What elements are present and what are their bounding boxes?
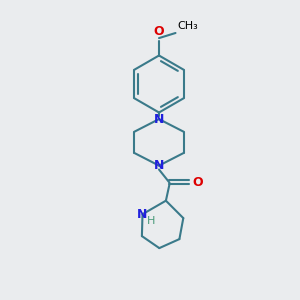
Text: CH₃: CH₃ bbox=[177, 22, 198, 32]
Text: H: H bbox=[147, 216, 155, 226]
Text: N: N bbox=[137, 208, 148, 221]
Text: N: N bbox=[154, 112, 164, 126]
Text: O: O bbox=[154, 25, 164, 38]
Text: N: N bbox=[154, 159, 164, 172]
Text: O: O bbox=[192, 176, 202, 189]
